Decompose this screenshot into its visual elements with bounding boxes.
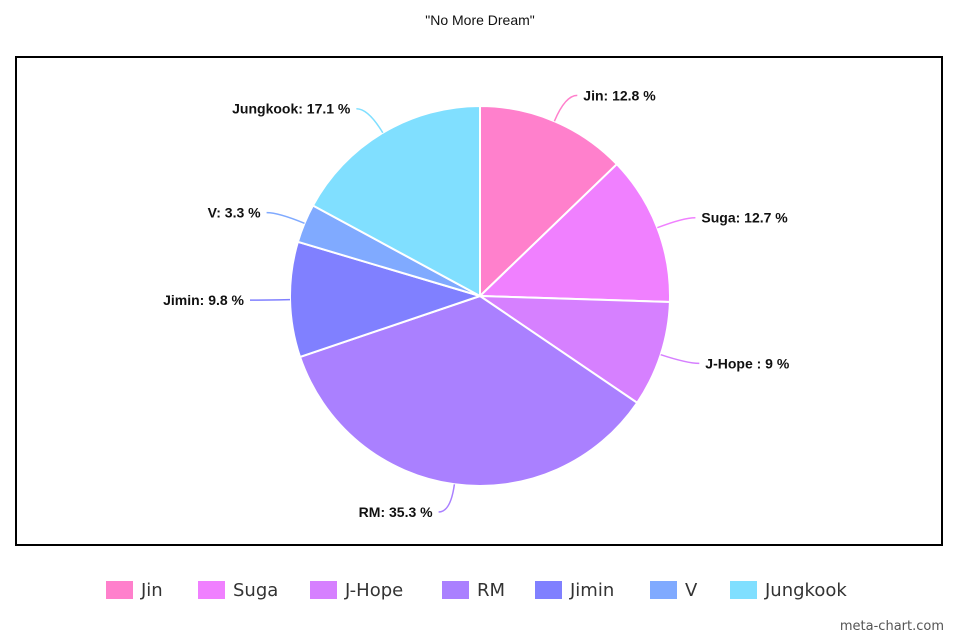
- leader-line-v: [266, 211, 305, 224]
- legend-swatch-jin: [106, 581, 133, 599]
- legend-swatch-v: [650, 581, 677, 599]
- leader-line-jimin: [249, 298, 291, 301]
- data-label-v: V: 3.3 %: [208, 205, 261, 221]
- data-label-jungkook: Jungkook: 17.1 %: [232, 101, 351, 117]
- pie-slices: [289, 104, 671, 487]
- legend-item-jimin[interactable]: Jimin: [535, 576, 614, 604]
- leader-line-jin: [553, 94, 578, 122]
- data-label-j-hope: J-Hope : 9 %: [705, 355, 790, 371]
- chart-legend: Jin Suga J-Hope RM Jimin V Jungkook: [0, 576, 960, 604]
- label-leader-lines: [249, 94, 700, 513]
- legend-label-jin: Jin: [141, 579, 163, 601]
- data-labels: Jin: 12.8 % Suga: 12.7 % J-Hope : 9 % RM: 3…: [163, 87, 790, 520]
- legend-label-jungkook: Jungkook: [765, 579, 847, 601]
- legend-item-rm[interactable]: RM: [442, 576, 505, 604]
- legend-label-jimin: Jimin: [570, 579, 615, 601]
- legend-item-jin[interactable]: Jin: [106, 576, 163, 604]
- pie-slice-jimin[interactable]: [289, 240, 484, 359]
- legend-swatch-jungkook: [730, 581, 757, 599]
- legend-label-suga: Suga: [233, 579, 279, 601]
- leader-line-suga: [657, 216, 696, 229]
- leader-line-rm: [438, 484, 456, 513]
- legend-label-rm: RM: [477, 579, 506, 601]
- chart-title: "No More Dream": [425, 12, 535, 28]
- data-label-suga: Suga: 12.7 %: [701, 210, 788, 226]
- data-label-rm: RM: 35.3 %: [359, 504, 433, 520]
- legend-label-j-hope: J-Hope: [345, 579, 404, 601]
- legend-swatch-jimin: [535, 581, 562, 599]
- legend-swatch-suga: [198, 581, 225, 599]
- legend-swatch-rm: [442, 581, 469, 599]
- watermark: meta-chart.com: [839, 619, 944, 634]
- leader-line-jungkook: [356, 107, 384, 134]
- legend-item-v[interactable]: V: [650, 576, 697, 604]
- pie-chart: Jin: 12.8 % Suga: 12.7 % J-Hope : 9 % RM: 3…: [163, 87, 790, 520]
- data-label-jimin: Jimin: 9.8 %: [163, 292, 244, 308]
- legend-item-suga[interactable]: Suga: [198, 576, 278, 604]
- pie-slice-rm[interactable]: [298, 294, 639, 487]
- data-label-jin: Jin: 12.8 %: [583, 87, 656, 103]
- legend-label-v: V: [685, 579, 698, 601]
- legend-item-j-hope[interactable]: J-Hope: [310, 576, 403, 604]
- plot-area-frame: [15, 56, 943, 546]
- legend-swatch-j-hope: [310, 581, 337, 599]
- legend-item-jungkook[interactable]: Jungkook: [730, 576, 847, 604]
- leader-line-j-hope: [660, 353, 700, 365]
